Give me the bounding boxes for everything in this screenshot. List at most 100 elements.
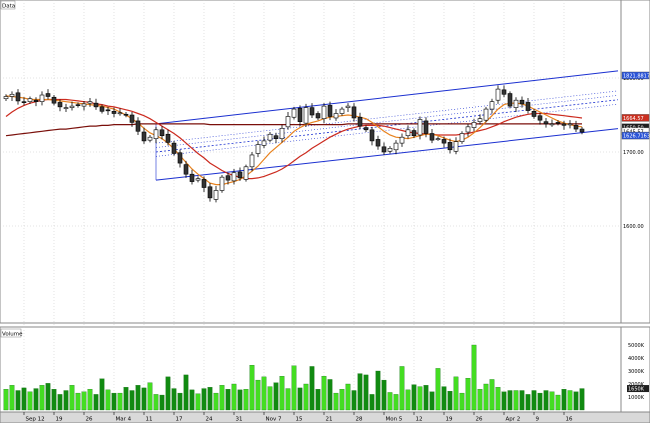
volume-bar <box>519 390 525 411</box>
candle-body <box>333 113 339 119</box>
date-tick-label: Sep 12 <box>26 417 45 423</box>
date-tick-label: Apr 2 <box>506 417 521 423</box>
volume-bar <box>177 392 183 411</box>
volume-bar <box>225 389 231 411</box>
candle-body <box>495 88 501 101</box>
volume-bar <box>567 390 573 411</box>
volume-bar <box>357 373 363 411</box>
volume-bar <box>405 389 411 411</box>
date-tick-label: 9 <box>536 417 540 423</box>
candle-body <box>363 127 369 131</box>
candle-body <box>441 139 447 144</box>
candle-body <box>537 115 543 121</box>
volume-bar <box>531 390 537 411</box>
volume-bar <box>63 390 69 411</box>
volume-bar <box>81 391 87 411</box>
volume-bar <box>93 394 99 411</box>
date-tick-label: 26 <box>86 417 93 423</box>
volume-tick-label: 3000K <box>628 369 645 375</box>
volume-tick-label: 1000K <box>628 395 645 401</box>
candle-body <box>345 105 351 108</box>
candle-body <box>75 104 81 106</box>
volume-bar <box>129 390 135 411</box>
candle-body <box>297 108 303 122</box>
candle-body <box>177 152 183 164</box>
volume-title-box <box>0 328 22 338</box>
volume-tick-label: 5000K <box>628 343 645 349</box>
volume-bar <box>111 392 117 411</box>
volume-bar <box>117 392 123 411</box>
candle-body <box>267 133 273 141</box>
volume-bar <box>3 389 9 411</box>
volume-bar <box>459 392 465 411</box>
date-tick-label: 17 <box>176 417 183 423</box>
candle-body <box>435 138 441 140</box>
candle-body <box>207 186 213 199</box>
candle-body <box>69 105 75 108</box>
channel-lower-line <box>155 128 619 181</box>
candle-body <box>15 92 21 102</box>
volume-bar <box>447 390 453 411</box>
candle-body <box>123 113 129 116</box>
volume-bar <box>249 364 255 411</box>
candle-body <box>195 178 201 181</box>
candle-body <box>285 116 291 128</box>
candle-body <box>519 99 525 105</box>
price-axis <box>620 0 650 324</box>
volume-bar <box>489 379 495 411</box>
candle-body <box>321 105 327 120</box>
candle-body <box>255 144 261 154</box>
volume-bar <box>369 394 375 411</box>
volume-bar <box>99 378 105 411</box>
price-marker-box <box>621 131 650 140</box>
volume-bar <box>393 394 399 411</box>
volume-bar <box>333 392 339 411</box>
candle-body <box>453 141 459 152</box>
date-tick-label: 16 <box>566 417 573 423</box>
candle-body <box>33 99 39 102</box>
candle-body <box>291 108 297 118</box>
candle-body <box>507 93 513 107</box>
candle-body <box>375 139 381 147</box>
volume-bar <box>39 385 45 411</box>
volume-bar <box>435 368 441 411</box>
candle-body <box>117 112 123 115</box>
date-tick-label: 19 <box>446 417 453 423</box>
volume-bar <box>363 374 369 411</box>
ma-long-line <box>5 123 582 137</box>
channel-upper-line <box>155 70 619 125</box>
candle-body <box>9 93 15 97</box>
volume-bar <box>207 387 213 411</box>
volume-bar <box>327 379 333 411</box>
volume-bar <box>375 370 381 411</box>
volume-bar <box>141 387 147 411</box>
volume-bar <box>87 389 93 411</box>
candle-body <box>225 175 231 181</box>
candle-body <box>249 154 255 168</box>
date-tick-label: Mar 4 <box>116 417 132 423</box>
candle-body <box>183 164 189 175</box>
date-tick-label: 28 <box>356 417 363 423</box>
candle-body <box>135 120 141 132</box>
volume-bar <box>537 392 543 411</box>
volume-bar <box>477 389 483 411</box>
candle-body <box>477 118 483 122</box>
ma-mid-line <box>5 98 583 180</box>
volume-bar <box>9 385 15 411</box>
volume-bar <box>381 379 387 411</box>
price-marker-label: 1664.57 <box>623 116 644 122</box>
volume-bar <box>309 366 315 411</box>
price-tick-label: 1600.00 <box>623 224 644 230</box>
volume-bar <box>51 389 57 411</box>
volume-bar <box>411 384 417 411</box>
candle-body <box>213 190 219 200</box>
candle-body <box>153 129 159 139</box>
date-tick-label: 31 <box>236 417 243 423</box>
volume-bar <box>213 392 219 411</box>
volume-bar <box>255 379 261 411</box>
candle-body <box>105 109 111 112</box>
channel-middle-line <box>155 99 619 153</box>
candle-body <box>279 128 285 139</box>
